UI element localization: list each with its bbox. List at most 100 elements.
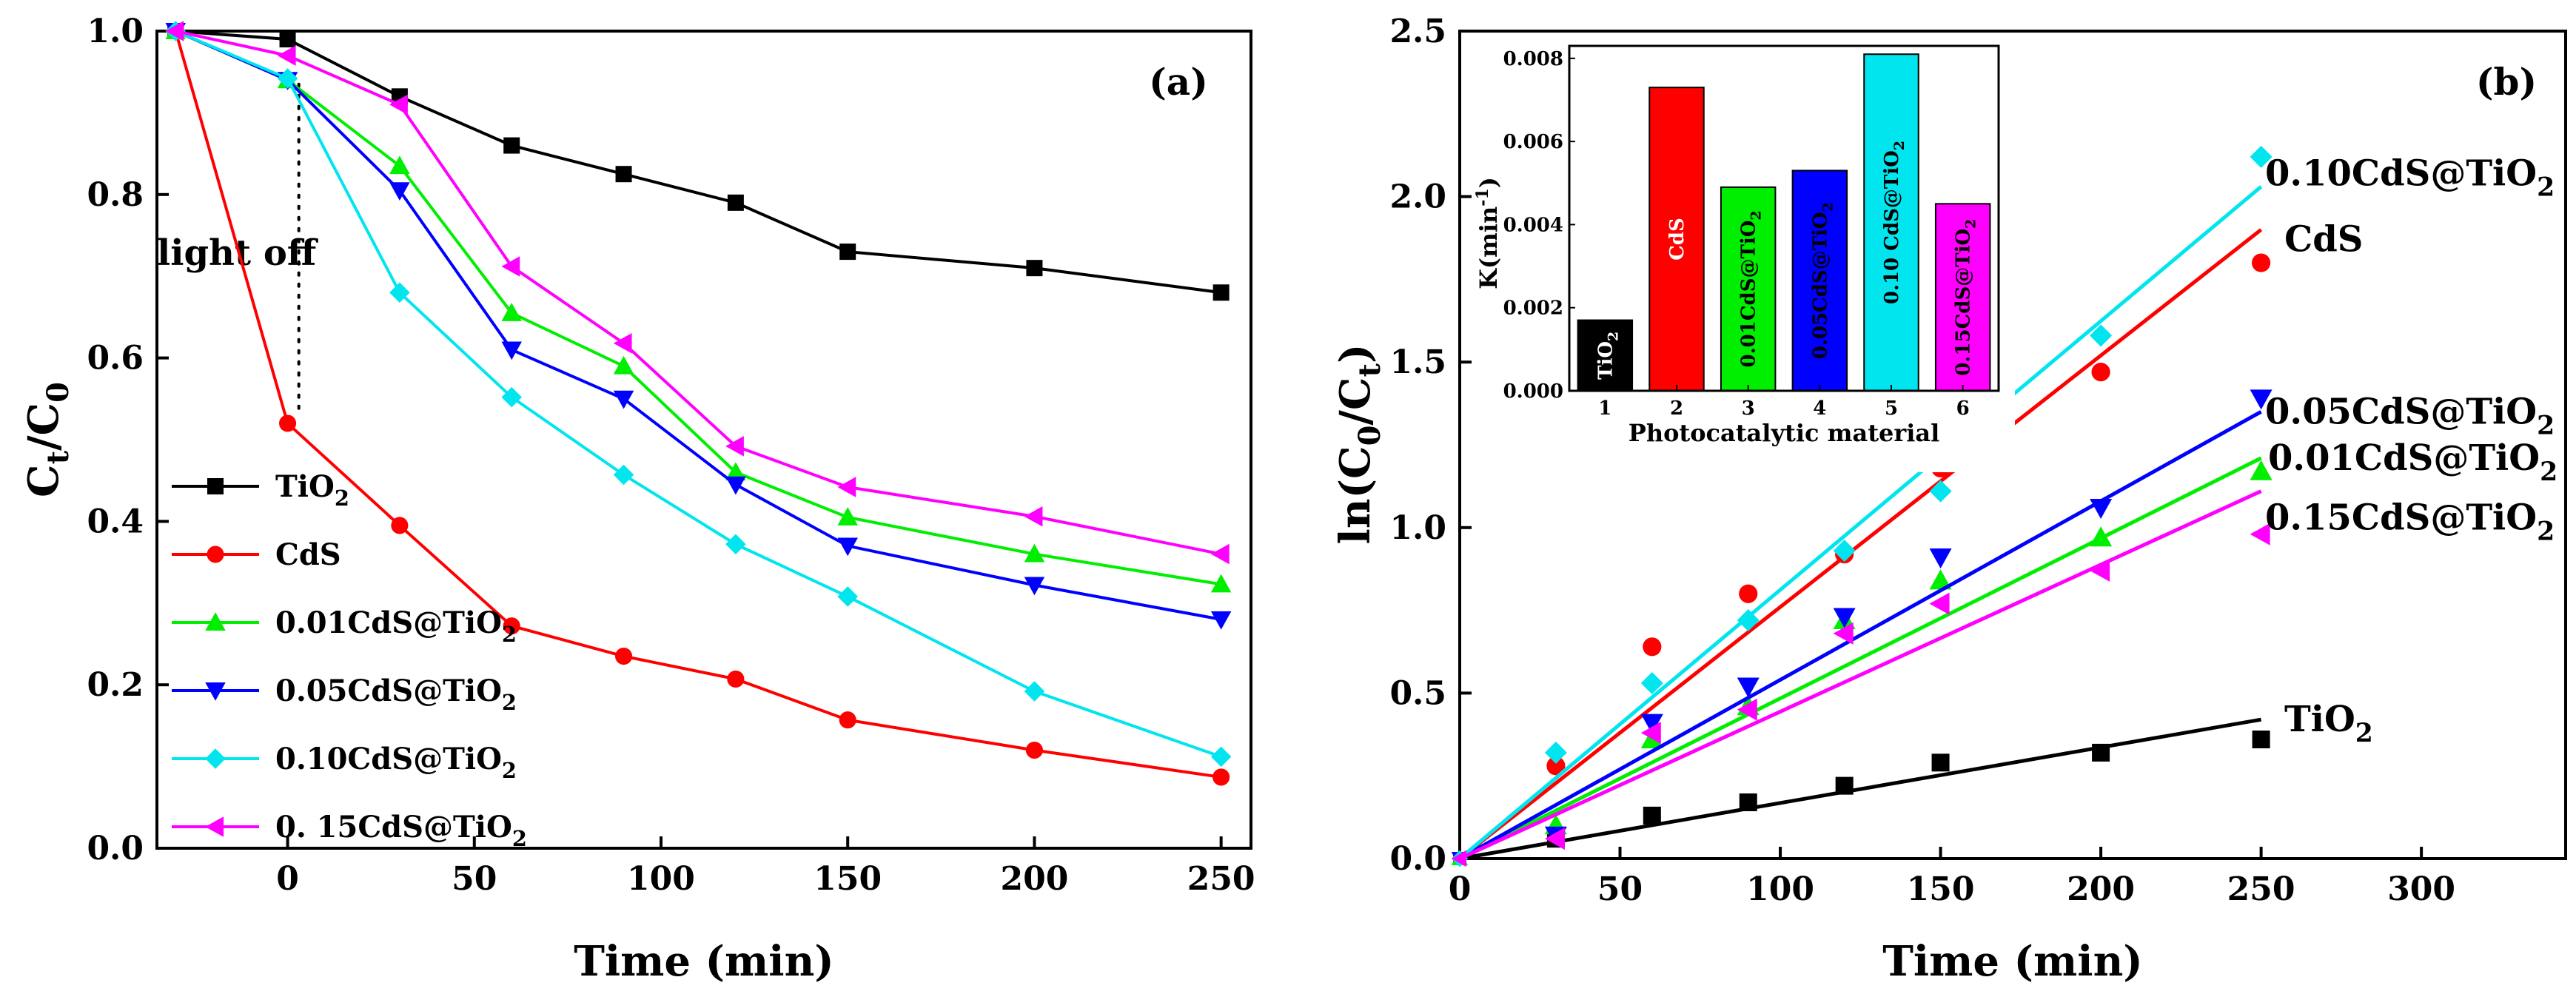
data-point [1210,746,1232,768]
data-point [1640,714,1663,734]
data-point [725,462,746,481]
data-point [837,537,858,557]
x-tick-label: 200 [2067,870,2135,908]
data-point [2250,460,2273,480]
inset-bar-group: 0.15CdS@TiO2 6 [1934,203,1991,420]
y-tick-label: 0.0 [1389,840,1446,878]
data-point [1025,741,1043,759]
data-point [1640,671,1663,694]
series-1 [167,22,1230,786]
inset-x-tick-label: 5 [1885,397,1898,420]
y-tick-label: 0.0 [87,830,144,867]
panel-label: (b) [2476,60,2537,104]
y-axis-label: Ct/C0 [19,382,76,497]
data-point [501,303,522,321]
data-point [389,155,410,175]
data-point [1643,806,1661,825]
x-tick-label: 250 [2227,870,2295,908]
y-tick-label: 0.2 [87,666,144,704]
data-point [2252,253,2271,272]
data-point [1739,584,1758,603]
data-point [1929,548,1952,569]
data-point [725,534,746,555]
x-tick-label: 300 [2387,870,2455,908]
data-point [389,182,410,201]
data-point [1024,681,1045,702]
series-line [175,30,1222,759]
data-point [1210,574,1232,593]
data-point [2090,324,2113,347]
data-point [1833,622,1854,645]
data-point [613,390,634,409]
data-point [1210,543,1230,565]
data-point [503,137,520,154]
legend-marker [207,478,224,494]
y-tick-label: 2.0 [1389,178,1446,216]
legend-label: 0. 15CdS@TiO2 [275,810,527,851]
inset-bar-label: 0.01CdS@TiO2 [1738,210,1765,367]
data-point [2252,731,2270,749]
data-point [839,711,856,729]
data-point [389,282,410,303]
data-point [837,507,858,526]
legend-marker [205,748,226,769]
inset-bar-group: CdS 2 [1648,87,1705,420]
series-5 [165,21,1230,565]
legend-entry: 0.05CdS@TiO2 [172,674,517,715]
data-point [1640,722,1661,745]
x-tick-label: 100 [627,860,695,898]
legend-entry: TiO2 [172,469,349,511]
data-point [1737,698,1757,721]
y-tick-label: 0.6 [87,340,144,377]
inset-bar-group: 0.01CdS@TiO2 3 [1720,186,1777,420]
legend-marker [207,546,224,563]
data-point [1835,776,1854,795]
fit-label: 0.10CdS@TiO2 [2265,152,2555,202]
data-point [279,414,297,432]
inset-x-tick-label: 4 [1813,397,1826,420]
data-point [615,166,632,183]
data-point [277,68,298,89]
data-point [613,464,634,486]
fit-label: 0.15CdS@TiO2 [2265,497,2555,546]
data-point [1210,611,1232,630]
data-point [501,341,522,360]
data-point [837,586,858,607]
legend-entry: 0.10CdS@TiO2 [172,742,517,783]
x-tick-label: 0 [1449,870,1472,908]
panel-label: (a) [1149,60,1208,104]
series-line [174,30,1221,779]
x-tick-label: 50 [1597,870,1643,908]
legend-marker [205,612,226,631]
data-point [727,670,745,688]
data-point [2090,559,2110,582]
inset-bar [1863,53,1919,392]
inset-x-tick-label: 2 [1670,397,1683,420]
series-2 [165,21,1232,593]
y-tick-label: 0.8 [87,176,144,214]
y-tick-label: 2.5 [1389,13,1446,50]
fit-line [1458,489,2262,861]
fit-line [1458,410,2262,861]
x-tick-label: 150 [1907,870,1975,908]
data-point [1737,609,1760,632]
plot-frame [155,30,1252,850]
inset-bar-label: 0.05CdS@TiO2 [1809,202,1836,359]
plot-frame [1458,30,2567,860]
data-point [614,648,633,665]
panel-b-kinetics-chart: 0 50 100 150 200 250 300 0.0 0.5 1.0 1.5 2.0 2.5 Time… [1331,13,2567,986]
series-line [175,30,1222,621]
data-point [1544,828,1565,850]
fit-label: CdS [2284,219,2363,261]
data-point [1544,741,1567,764]
inset-y-axis-label: K(min-1) [1473,177,1503,289]
legend-label: 0.05CdS@TiO2 [275,674,517,715]
x-tick-label: 0 [276,860,299,898]
data-point [1212,284,1230,301]
fit-label: 0.01CdS@TiO2 [2268,437,2557,487]
y-tick-label: 0.5 [1389,674,1446,712]
inset-y-tick-label: 0.000 [1503,380,1563,403]
data-point [1212,768,1230,786]
series-4 [1451,145,2273,867]
